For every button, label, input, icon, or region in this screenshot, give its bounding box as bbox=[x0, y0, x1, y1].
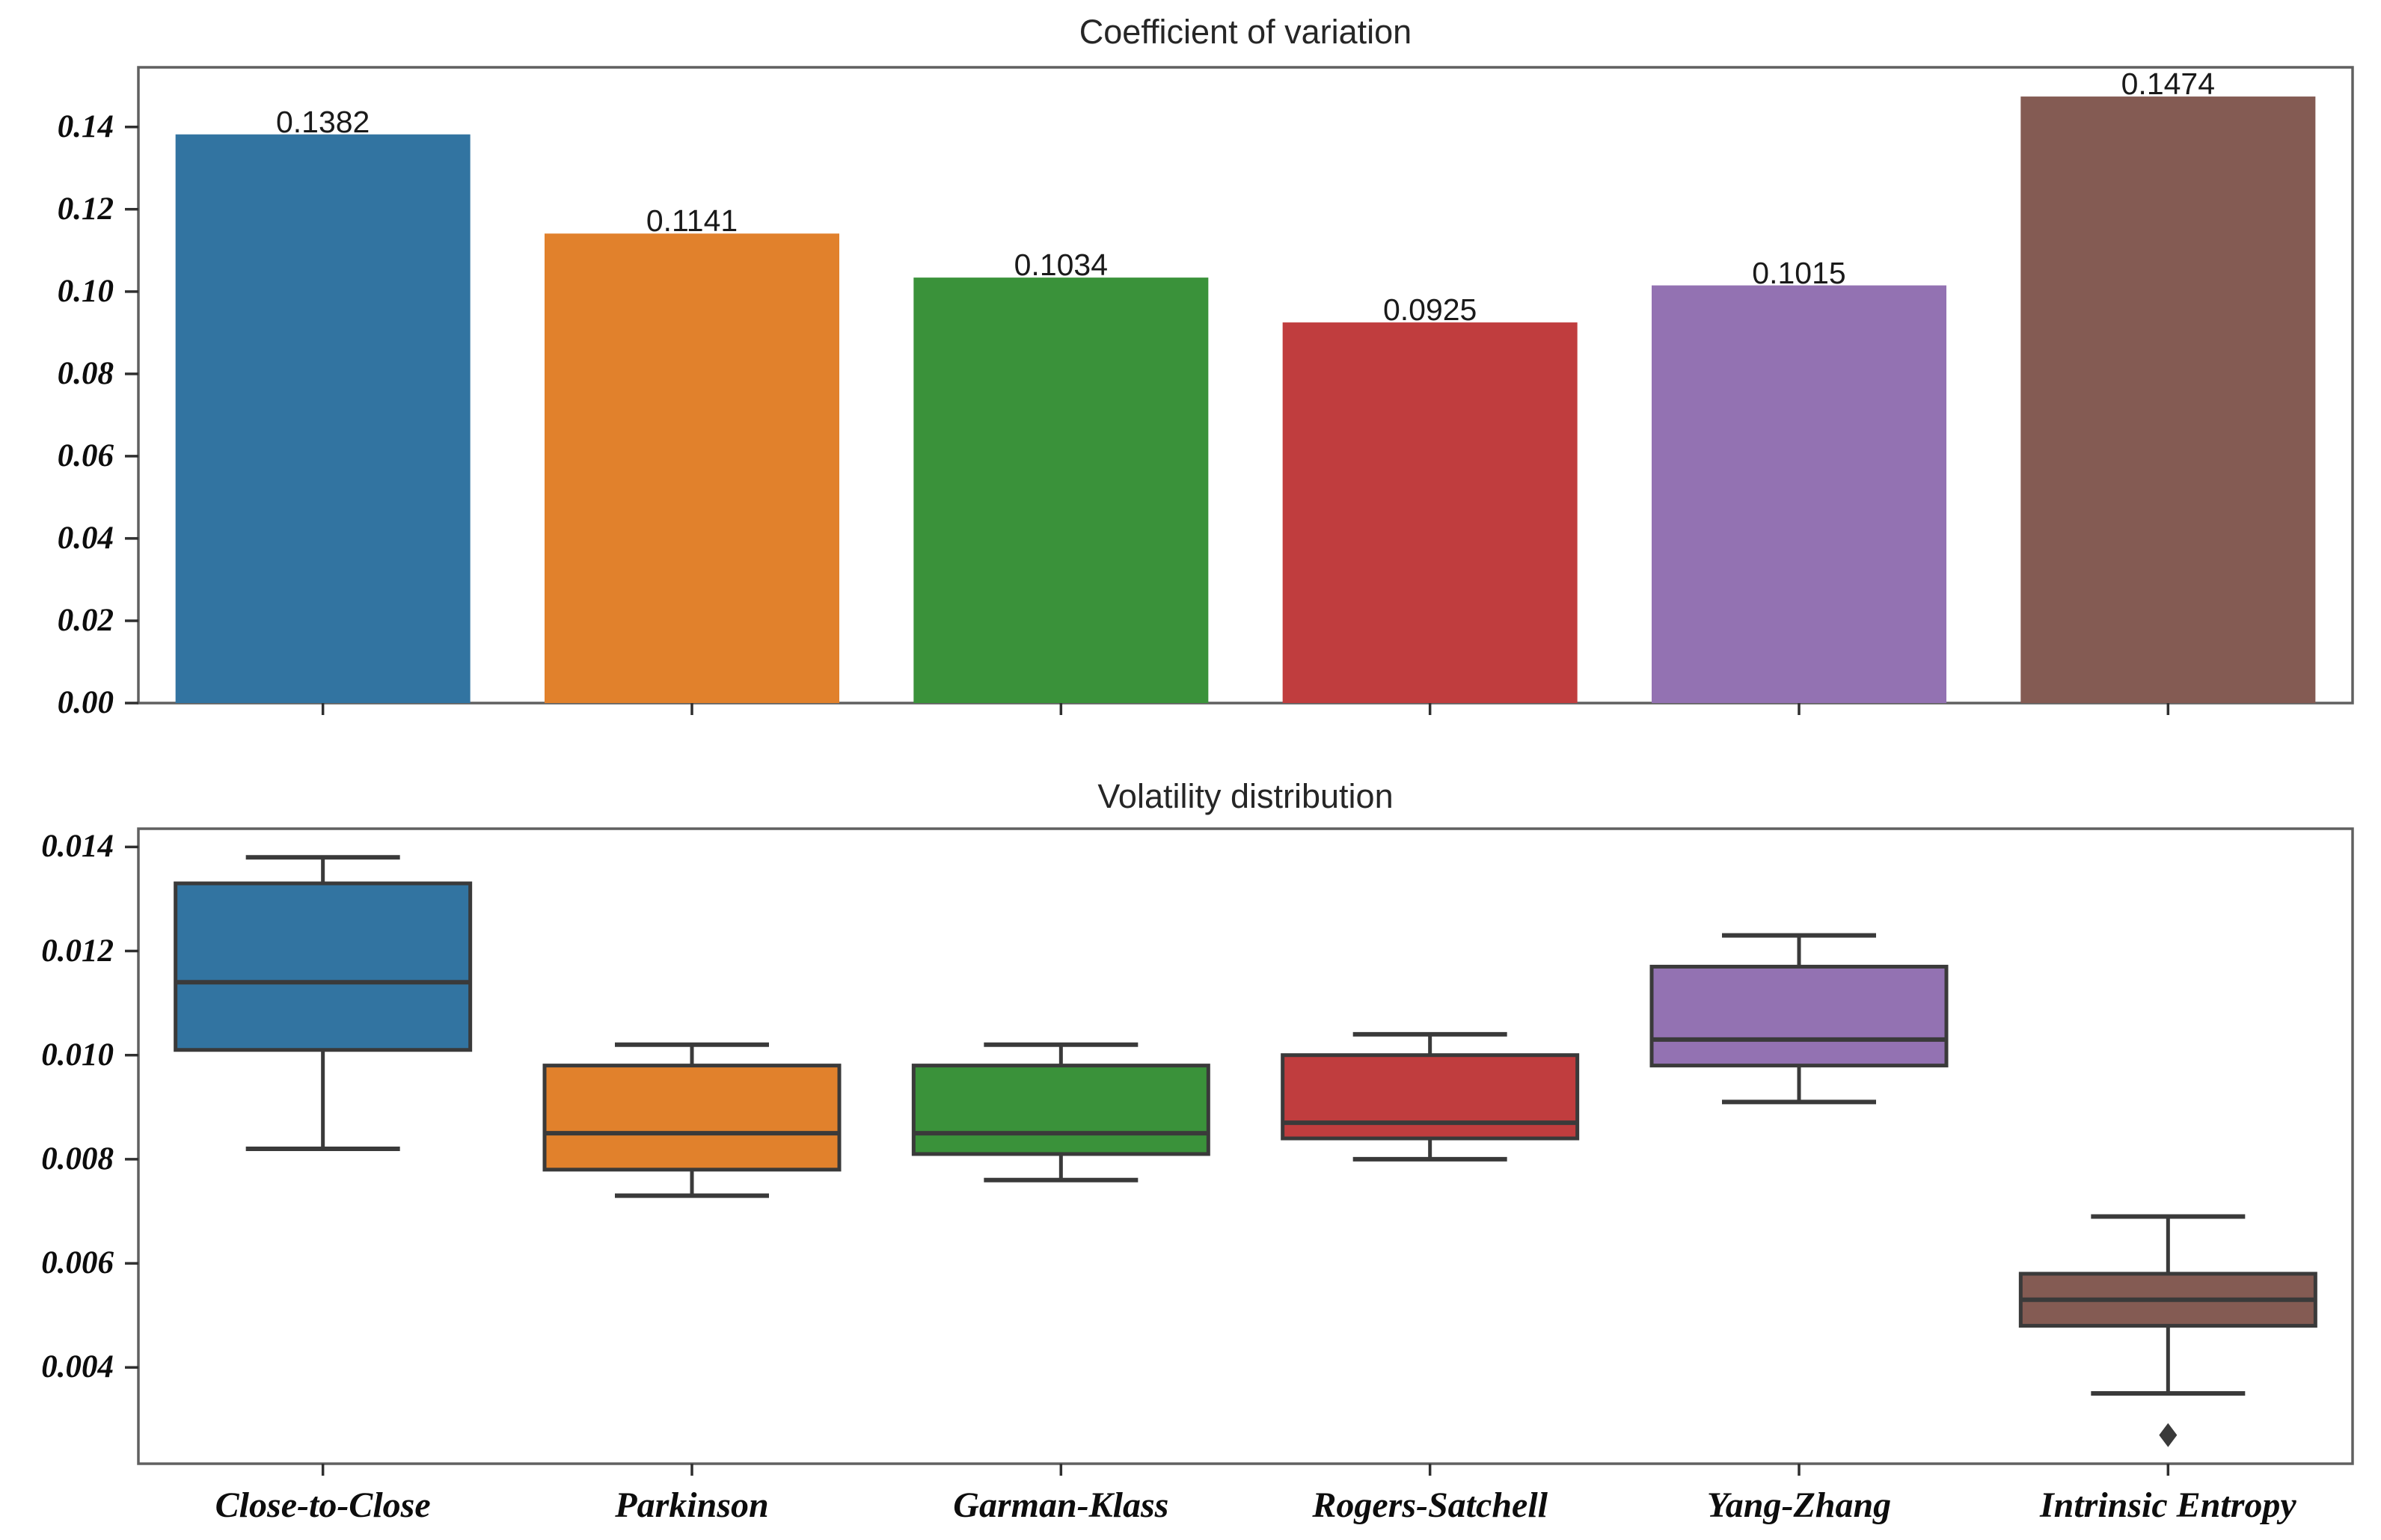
bar-value-label-garman-klass: 0.1034 bbox=[1014, 248, 1109, 283]
bar-value-label-rogers-satchell: 0.0925 bbox=[1382, 292, 1477, 328]
bar-value-label-parkinson: 0.1141 bbox=[646, 203, 738, 239]
bar-parkinson bbox=[545, 233, 839, 703]
bar-chart-ytick-label: 0.02 bbox=[57, 602, 114, 638]
bar-value-label-yang-zhang: 0.1015 bbox=[1752, 255, 1846, 290]
bar-chart-ytick-label: 0.00 bbox=[57, 685, 114, 720]
box-plot-ytick-label: 0.004 bbox=[41, 1349, 114, 1385]
bar-chart-ytick-label: 0.08 bbox=[57, 355, 114, 391]
box-rogers-satchell bbox=[1281, 1053, 1580, 1141]
box-plot-ytick-label: 0.008 bbox=[41, 1141, 114, 1177]
category-label-garman-klass: Garman-Klass bbox=[953, 1485, 1169, 1525]
box-plot-ytick-label: 0.006 bbox=[41, 1245, 114, 1281]
box-plot-axes-frame bbox=[137, 827, 2354, 1465]
category-label-parkinson: Parkinson bbox=[615, 1485, 769, 1525]
bar-chart-ytick-label: 0.04 bbox=[57, 520, 114, 556]
outlier-marker-intrinsic-entropy bbox=[2159, 1423, 2178, 1447]
bar-rogers-satchell bbox=[1282, 322, 1578, 703]
box-yang-zhang bbox=[1649, 964, 1949, 1068]
bar-yang-zhang bbox=[1652, 285, 1946, 703]
bar-close-to-close bbox=[175, 134, 471, 703]
box-garman-klass bbox=[911, 1064, 1210, 1156]
category-label-rogers-satchell: Rogers-Satchell bbox=[1312, 1485, 1548, 1525]
box-close-to-close bbox=[174, 881, 473, 1052]
bar-value-label-intrinsic-entropy: 0.1474 bbox=[2121, 67, 2216, 102]
box-plot-ytick-label: 0.012 bbox=[41, 933, 114, 969]
bar-value-label-close-to-close: 0.1382 bbox=[275, 104, 370, 139]
bar-chart-ytick-label: 0.12 bbox=[57, 191, 114, 227]
category-label-close-to-close: Close-to-Close bbox=[215, 1485, 431, 1525]
box-plot-ytick-label: 0.010 bbox=[41, 1037, 114, 1073]
category-label-intrinsic-entropy: Intrinsic Entropy bbox=[2039, 1485, 2296, 1525]
bar-chart-ytick-label: 0.06 bbox=[57, 438, 114, 473]
category-label-yang-zhang: Yang-Zhang bbox=[1706, 1485, 1892, 1525]
bar-chart-title: Coefficient of variation bbox=[1079, 13, 1412, 51]
bar-chart-ytick-label: 0.10 bbox=[57, 273, 114, 309]
box-plot-title: Volatility distribution bbox=[1097, 777, 1394, 815]
bar-chart-axes-frame bbox=[137, 66, 2354, 705]
bar-garman-klass bbox=[913, 277, 1209, 703]
bar-intrinsic-entropy bbox=[2020, 96, 2316, 703]
bar-chart-ytick-label: 0.14 bbox=[57, 108, 114, 144]
box-plot-ytick-label: 0.014 bbox=[41, 829, 114, 865]
box-parkinson bbox=[542, 1064, 842, 1172]
